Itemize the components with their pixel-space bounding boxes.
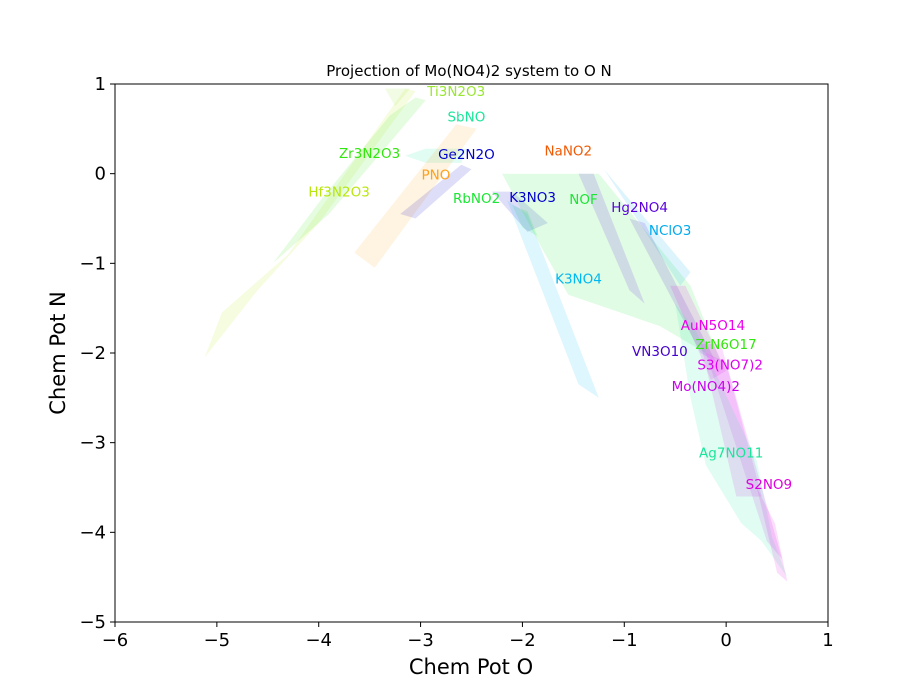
x-tick-label: 1	[822, 630, 833, 651]
region-label-s3-no7-2: S3(NO7)2	[697, 358, 763, 374]
region-nclo3	[603, 169, 691, 286]
region-vn3o10	[629, 218, 716, 362]
y-tick-label: −3	[79, 433, 106, 454]
x-axis-ticks: −6 −5 −4 −3 −2 −1 0 1	[102, 622, 834, 651]
x-tick-label: −6	[102, 630, 129, 651]
chart-title: Projection of Mo(NO4)2 system to O N	[326, 62, 612, 80]
region-hf3n2o3	[204, 88, 416, 358]
x-tick-label: −3	[407, 630, 434, 651]
region-label-zrn6o17: ZrN6O17	[695, 337, 756, 353]
region-label-nano2: NaNO2	[544, 143, 592, 159]
region-label-pno: PNO	[421, 168, 450, 184]
y-tick-label: −5	[79, 612, 106, 633]
region-nof	[502, 173, 721, 362]
y-axis-ticks: −5 −4 −3 −2 −1 0 1	[79, 74, 115, 633]
region-label-nclo3: NClO3	[649, 223, 692, 239]
region-sbno	[405, 148, 467, 163]
region-label-ge2n2o: Ge2N2O	[438, 147, 495, 163]
x-tick-label: 0	[720, 630, 731, 651]
region-k3no4	[507, 200, 599, 398]
regions-layer	[204, 88, 788, 582]
x-tick-label: −5	[204, 630, 231, 651]
region-label-rbno2: RbNO2	[453, 191, 500, 207]
y-tick-label: −2	[79, 343, 106, 364]
region-label-mo-no4-2: Mo(NO4)2	[672, 379, 740, 395]
y-tick-label: 1	[95, 74, 106, 95]
region-zr3n2o3	[272, 97, 426, 264]
region-label-zr3n2o3: Zr3N2O3	[339, 146, 400, 162]
region-label-aun5o14: AuN5O14	[681, 318, 745, 334]
region-label-hg2no4: Hg2NO4	[611, 200, 668, 216]
region-hg2no4	[578, 173, 645, 304]
y-tick-label: −1	[79, 253, 106, 274]
x-axis-label: Chem Pot O	[409, 655, 533, 679]
region-ag7no11	[675, 303, 788, 578]
region-s2no9	[756, 487, 788, 582]
region-mo-no4-2	[705, 353, 783, 560]
region-labels-layer: Hf3N2O3 Ti3N2O3 Zr3N2O3 SbNO PNO Ge2N2O RbNO2 K…	[308, 84, 792, 493]
region-ti3n2o3	[384, 88, 411, 107]
y-tick-label: 0	[95, 164, 106, 185]
region-label-ti3n2o3: Ti3N2O3	[426, 84, 485, 100]
region-label-k3no3: K3NO3	[509, 190, 556, 206]
region-label-sbno: SbNO	[447, 109, 485, 125]
region-k3no3	[491, 191, 548, 232]
region-label-hf3n2o3: Hf3N2O3	[308, 185, 369, 201]
region-s3-no7-2	[700, 344, 762, 497]
x-tick-label: −2	[509, 630, 536, 651]
region-label-s2no9: S2NO9	[746, 477, 792, 493]
region-ge2n2o	[400, 164, 472, 219]
y-axis-label: Chem Pot N	[46, 291, 70, 414]
region-pno	[354, 124, 477, 268]
region-rbno2	[512, 205, 538, 237]
region-label-k3no4: K3NO4	[555, 272, 602, 288]
region-aun5o14	[670, 285, 727, 380]
x-tick-label: −4	[305, 630, 332, 651]
x-tick-label: −1	[611, 630, 638, 651]
region-label-vn3o10: VN3O10	[632, 344, 688, 360]
region-label-nof: NOF	[569, 192, 598, 208]
region-label-ag7no11: Ag7NO11	[699, 446, 763, 462]
y-tick-label: −4	[79, 522, 106, 543]
